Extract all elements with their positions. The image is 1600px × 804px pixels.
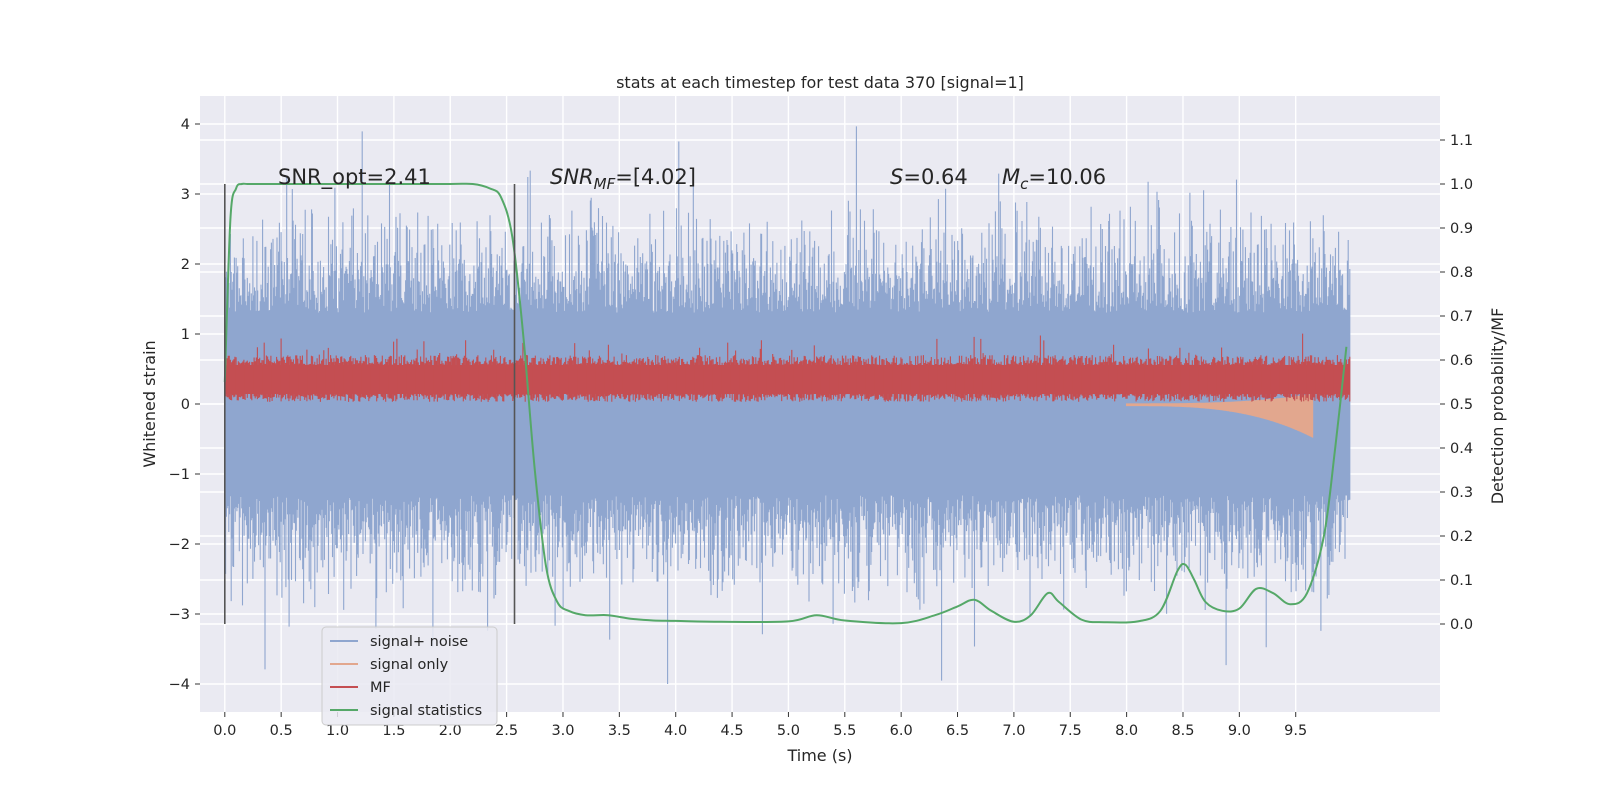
x-tick-label: 5.5 xyxy=(833,723,856,739)
y-tick-label-left: −2 xyxy=(169,537,190,553)
x-tick-label: 5.0 xyxy=(777,723,800,739)
series-signal-statistics xyxy=(223,182,1348,625)
x-tick-label: 4.0 xyxy=(664,723,687,739)
y-tick-label-left: −3 xyxy=(169,607,190,623)
legend-label: MF xyxy=(370,680,391,696)
y-tick-label-right: 0.9 xyxy=(1450,221,1473,237)
x-tick-label: 0.0 xyxy=(213,723,236,739)
x-tick-label: 4.5 xyxy=(721,723,744,739)
legend-label: signal statistics xyxy=(370,703,482,719)
snr-mf-subscript: MF xyxy=(594,175,616,193)
s-value: =0.64 xyxy=(903,165,967,189)
y-tick-label-right: 1.1 xyxy=(1450,133,1473,149)
legend-label: signal only xyxy=(370,657,449,673)
mc-value: =10.06 xyxy=(1028,165,1106,189)
s-symbol: S xyxy=(890,165,903,189)
x-tick-label: 2.0 xyxy=(439,723,462,739)
y-tick-label-left: 0 xyxy=(181,397,190,413)
x-tick-label: 8.0 xyxy=(1115,723,1138,739)
y-tick-label-right: 0.5 xyxy=(1450,397,1473,413)
y-tick-label-right: 0.8 xyxy=(1450,265,1473,281)
x-tick-label: 9.5 xyxy=(1284,723,1307,739)
series-signal-only xyxy=(1126,393,1314,438)
y-tick-label-right: 0.4 xyxy=(1450,441,1473,457)
mc-symbol: M xyxy=(1002,165,1020,189)
x-axis-label: Time (s) xyxy=(786,746,852,765)
y-tick-label-right: 0.7 xyxy=(1450,309,1473,325)
y-tick-label-left: −4 xyxy=(169,677,190,693)
y-tick-label-left: 3 xyxy=(181,187,190,203)
y-tick-label-left: 4 xyxy=(181,117,190,133)
y-tick-label-right: 1.0 xyxy=(1450,177,1473,193)
annotation-snr-mf: SNRMF=[4.02] xyxy=(550,165,696,193)
x-tick-label: 1.0 xyxy=(326,723,349,739)
x-tick-label: 9.0 xyxy=(1228,723,1251,739)
y-tick-label-right: 0.6 xyxy=(1450,353,1473,369)
annotation-snr-opt: SNR_opt=2.41 xyxy=(278,165,431,190)
x-tick-label: 0.5 xyxy=(270,723,293,739)
x-tick-label: 8.5 xyxy=(1171,723,1194,739)
x-tick-label: 1.5 xyxy=(382,723,405,739)
y-tick-label-right: 0.2 xyxy=(1450,529,1473,545)
legend-box xyxy=(321,626,498,726)
chart-title: stats at each timestep for test data 370… xyxy=(616,73,1024,92)
annotation-s: S=0.64 xyxy=(890,165,968,189)
y-axis-label-right: Detection probability/MF xyxy=(1488,308,1507,505)
x-tick-label: 6.5 xyxy=(946,723,969,739)
y-axis-label-left: Whitened strain xyxy=(140,340,159,467)
y-tick-label-left: −1 xyxy=(169,467,190,483)
vertical-lines xyxy=(224,184,516,624)
x-tick-label: 6.0 xyxy=(890,723,913,739)
series-layer xyxy=(223,126,1351,684)
y-tick-label-right: 0.3 xyxy=(1450,485,1473,501)
y-tick-label-left: 1 xyxy=(181,327,190,343)
x-tick-label: 3.0 xyxy=(551,723,574,739)
axes: 0.0 0.5 1.0 1.5 2.0 2.5 3.0 3.5 4.0 4.5 5.0 5.5 6.0 6… xyxy=(169,117,1473,739)
x-tick-label: 7.0 xyxy=(1002,723,1025,739)
snr-mf-value: =[4.02] xyxy=(615,165,696,189)
x-tick-label: 2.5 xyxy=(495,723,518,739)
y-tick-label-right: 0.1 xyxy=(1450,573,1473,589)
legend: signal+ noise signal only MF signal statist… xyxy=(321,626,498,726)
x-tick-label: 3.5 xyxy=(608,723,631,739)
x-tick-label: 7.5 xyxy=(1059,723,1082,739)
mc-subscript: c xyxy=(1020,175,1029,193)
series-mf xyxy=(224,333,1351,402)
annotation-mc: Mc=10.06 xyxy=(1002,165,1106,193)
legend-label: signal+ noise xyxy=(370,634,468,650)
y-tick-label-left: 2 xyxy=(181,257,190,273)
snr-mf-symbol: SNR xyxy=(550,165,594,189)
y-tick-label-right: 0.0 xyxy=(1450,617,1473,633)
